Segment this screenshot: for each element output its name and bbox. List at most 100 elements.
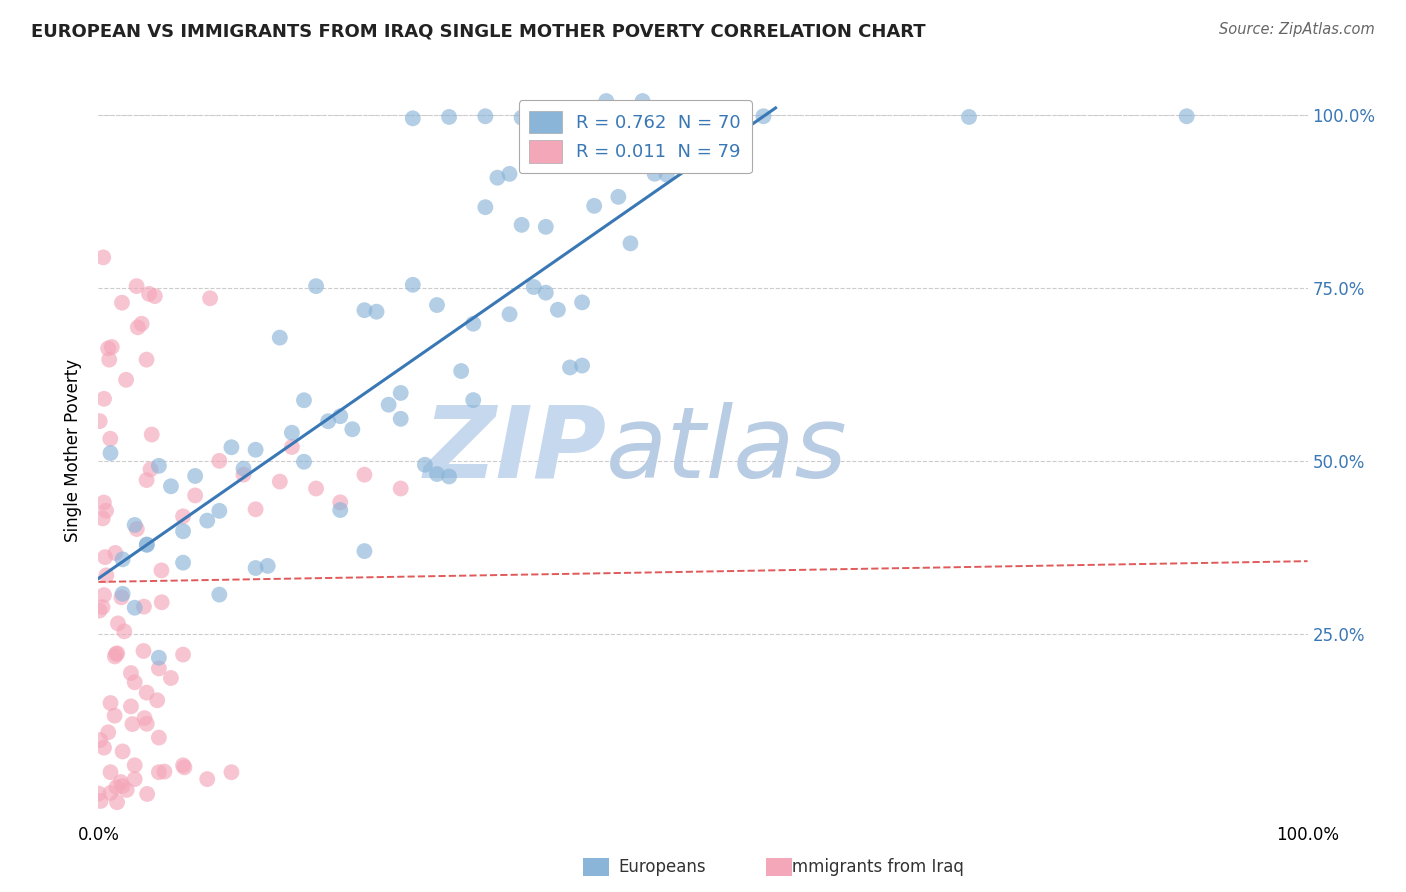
Point (135, 538, 157, 552)
Point (269, 331, 291, 345)
Point (160, 479, 183, 493)
Point (571, 295, 593, 310)
Point (125, 522, 148, 536)
Point (105, 780, 128, 794)
Point (245, 442, 267, 457)
Point (135, 685, 157, 699)
Point (510, 218, 533, 232)
Point (153, 764, 176, 779)
Text: ZIP: ZIP (423, 402, 606, 499)
Point (644, 167, 666, 181)
Point (523, 280, 546, 294)
Point (342, 422, 364, 436)
Text: Source: ZipAtlas.com: Source: ZipAtlas.com (1219, 22, 1375, 37)
Point (91, 511, 114, 525)
Point (89, 733, 111, 747)
Point (353, 544, 375, 558)
Point (98, 352, 121, 367)
Point (172, 556, 194, 570)
Point (135, 352, 157, 367)
Point (184, 488, 207, 502)
Point (100, 786, 122, 800)
Point (437, 110, 460, 124)
Point (120, 666, 142, 681)
Point (198, 291, 221, 305)
Point (172, 758, 194, 772)
Point (668, 149, 690, 163)
Point (98, 432, 121, 446)
Point (558, 360, 581, 375)
Point (716, 153, 738, 168)
Point (91, 600, 114, 615)
Point (402, 112, 425, 126)
Point (93, 495, 115, 509)
Point (89, 414, 111, 428)
Text: atlas: atlas (606, 402, 848, 499)
Point (631, 94, 654, 108)
Point (120, 699, 142, 714)
Point (110, 775, 132, 789)
Point (124, 772, 146, 786)
Point (111, 552, 134, 566)
Point (595, 94, 617, 108)
Point (437, 469, 460, 483)
Point (139, 462, 162, 476)
Point (256, 558, 278, 573)
Point (366, 304, 388, 318)
Point (93, 588, 115, 602)
Point (329, 495, 352, 509)
Y-axis label: Single Mother Poverty: Single Mother Poverty (65, 359, 83, 542)
Point (474, 109, 496, 123)
Text: Europeans: Europeans (619, 858, 706, 876)
Text: Immigrants from Iraq: Immigrants from Iraq (787, 858, 965, 876)
Point (124, 518, 146, 533)
Point (148, 661, 170, 675)
Point (486, 170, 509, 185)
Point (221, 765, 243, 780)
Point (150, 563, 173, 577)
Point (150, 595, 173, 609)
Point (105, 647, 128, 661)
Legend: R = 0.762  N = 70, R = 0.011  N = 79: R = 0.762 N = 70, R = 0.011 N = 79 (519, 101, 752, 173)
Point (104, 546, 127, 560)
Point (111, 587, 134, 601)
Point (111, 295, 134, 310)
Point (124, 600, 146, 615)
Point (112, 624, 135, 639)
Point (498, 307, 520, 321)
Point (148, 731, 170, 745)
Point (132, 644, 155, 658)
Point (353, 303, 375, 318)
Point (135, 473, 157, 487)
Point (124, 675, 146, 690)
Point (245, 502, 267, 516)
Point (305, 482, 328, 496)
Point (655, 168, 678, 182)
Point (510, 111, 533, 125)
Point (110, 591, 132, 605)
Point (89, 603, 111, 617)
Point (245, 561, 267, 575)
Point (100, 696, 122, 710)
Text: EUROPEAN VS IMMIGRANTS FROM IRAQ SINGLE MOTHER POVERTY CORRELATION CHART: EUROPEAN VS IMMIGRANTS FROM IRAQ SINGLE … (31, 22, 925, 40)
Point (121, 717, 143, 731)
Point (134, 711, 156, 725)
Point (426, 298, 449, 312)
Point (292, 393, 315, 408)
Point (329, 503, 352, 517)
Point (353, 467, 375, 482)
Point (136, 787, 159, 801)
Point (94, 550, 117, 565)
Point (90, 794, 112, 808)
Point (93, 392, 115, 406)
Point (583, 199, 606, 213)
Point (115, 783, 138, 797)
Point (115, 373, 138, 387)
Point (389, 386, 412, 401)
Point (107, 616, 129, 631)
Point (498, 167, 520, 181)
Point (87, 787, 110, 801)
Point (426, 467, 449, 481)
Point (148, 765, 170, 780)
Point (1175, 109, 1198, 123)
